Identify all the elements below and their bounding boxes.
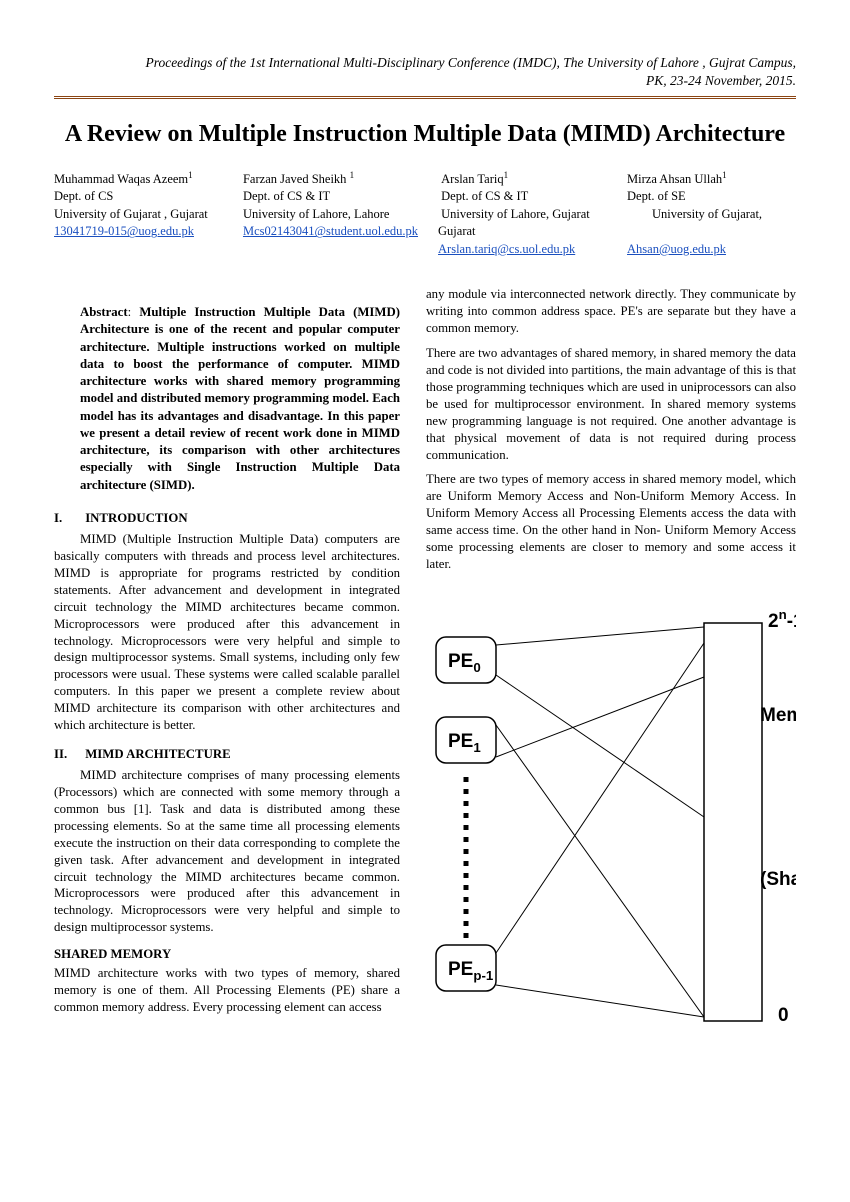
author-1-name: Muhammad Waqas Azeem	[54, 172, 188, 186]
author-4: Mirza Ahsan Ullah1 Dept. of SE Universit…	[627, 169, 796, 259]
svg-text:2n-1: 2n-1	[768, 607, 796, 632]
shared-para-r1: any module via interconnected network di…	[426, 286, 796, 337]
author-2-affil: University of Lahore, Lahore	[243, 207, 389, 221]
arch-para: MIMD architecture comprises of many proc…	[54, 767, 400, 936]
paper-title: A Review on Multiple Instruction Multipl…	[54, 118, 796, 150]
author-2-sup: 1	[350, 170, 355, 180]
author-2-email[interactable]: Mcs02143041@student.uol.edu.pk	[243, 224, 418, 238]
intro-title: INTRODUCTION	[85, 511, 187, 525]
right-column: any module via interconnected network di…	[426, 286, 796, 1041]
header-rule	[54, 96, 796, 100]
author-1-dept: Dept. of CS	[54, 189, 113, 203]
authors-row: Muhammad Waqas Azeem1 Dept. of CS Univer…	[54, 169, 796, 259]
abstract-label: Abstract	[80, 305, 128, 319]
section-arch-head: II. MIMD ARCHITECTURE	[54, 746, 400, 763]
author-1-affil: University of Gujarat , Gujarat	[54, 207, 208, 221]
author-3-affil: University of Lahore, Gujarat Gujarat	[438, 207, 590, 239]
author-4-name: Mirza Ahsan Ullah	[627, 172, 722, 186]
arch-num: II.	[54, 746, 82, 763]
intro-para: MIMD (Multiple Instruction Multiple Data…	[54, 531, 400, 734]
shared-para-r2: There are two advantages of shared memor…	[426, 345, 796, 463]
arch-title: MIMD ARCHITECTURE	[85, 747, 230, 761]
author-4-affil: University of Gujarat,	[652, 207, 762, 221]
svg-text:0: 0	[778, 1005, 789, 1026]
author-4-dept: Dept. of SE	[627, 189, 686, 203]
section-intro-head: I. INTRODUCTION	[54, 510, 400, 527]
intro-num: I.	[54, 510, 82, 527]
author-4-email[interactable]: Ahsan@uog.edu.pk	[627, 242, 726, 256]
author-1-email[interactable]: 13041719-015@uog.edu.pk	[54, 224, 194, 238]
abstract-block: Abstract: Multiple Instruction Multiple …	[80, 304, 400, 494]
author-3-email[interactable]: Arslan.tariq@cs.uol.edu.pk	[438, 242, 575, 256]
abstract-text: Multiple Instruction Multiple Data (MIMD…	[80, 305, 400, 492]
author-2-dept: Dept. of CS & IT	[243, 189, 330, 203]
author-4-sup: 1	[722, 170, 727, 180]
author-1: Muhammad Waqas Azeem1 Dept. of CS Univer…	[54, 169, 223, 259]
proceedings-header: Proceedings of the 1st International Mul…	[54, 54, 796, 90]
proc-line1: Proceedings of the 1st International Mul…	[145, 55, 796, 70]
author-2: Farzan Javed Sheikh 1 Dept. of CS & IT U…	[243, 169, 418, 259]
author-2-name: Farzan Javed Sheikh	[243, 172, 350, 186]
svg-text:(Shared): (Shared)	[760, 869, 796, 890]
shared-subhead: SHARED MEMORY	[54, 946, 400, 963]
diagram-svg: PE0PE1PEp-1Memory(Shared)2n-10	[426, 597, 796, 1037]
author-3-dept: Dept. of CS & IT	[441, 189, 528, 203]
proc-line2: PK, 23-24 November, 2015.	[646, 73, 796, 88]
author-3-name: Arslan Tariq	[441, 172, 503, 186]
author-3: Arslan Tariq1 Dept. of CS & IT Universit…	[438, 169, 607, 259]
svg-text:Memory: Memory	[760, 705, 796, 726]
shared-memory-diagram: PE0PE1PEp-1Memory(Shared)2n-10	[426, 597, 796, 1042]
body-columns: Abstract: Multiple Instruction Multiple …	[54, 286, 796, 1041]
author-1-sup: 1	[188, 170, 193, 180]
shared-para-r3: There are two types of memory access in …	[426, 471, 796, 572]
left-column: Abstract: Multiple Instruction Multiple …	[54, 286, 400, 1041]
shared-para-left: MIMD architecture works with two types o…	[54, 965, 400, 1016]
author-3-sup: 1	[504, 170, 509, 180]
